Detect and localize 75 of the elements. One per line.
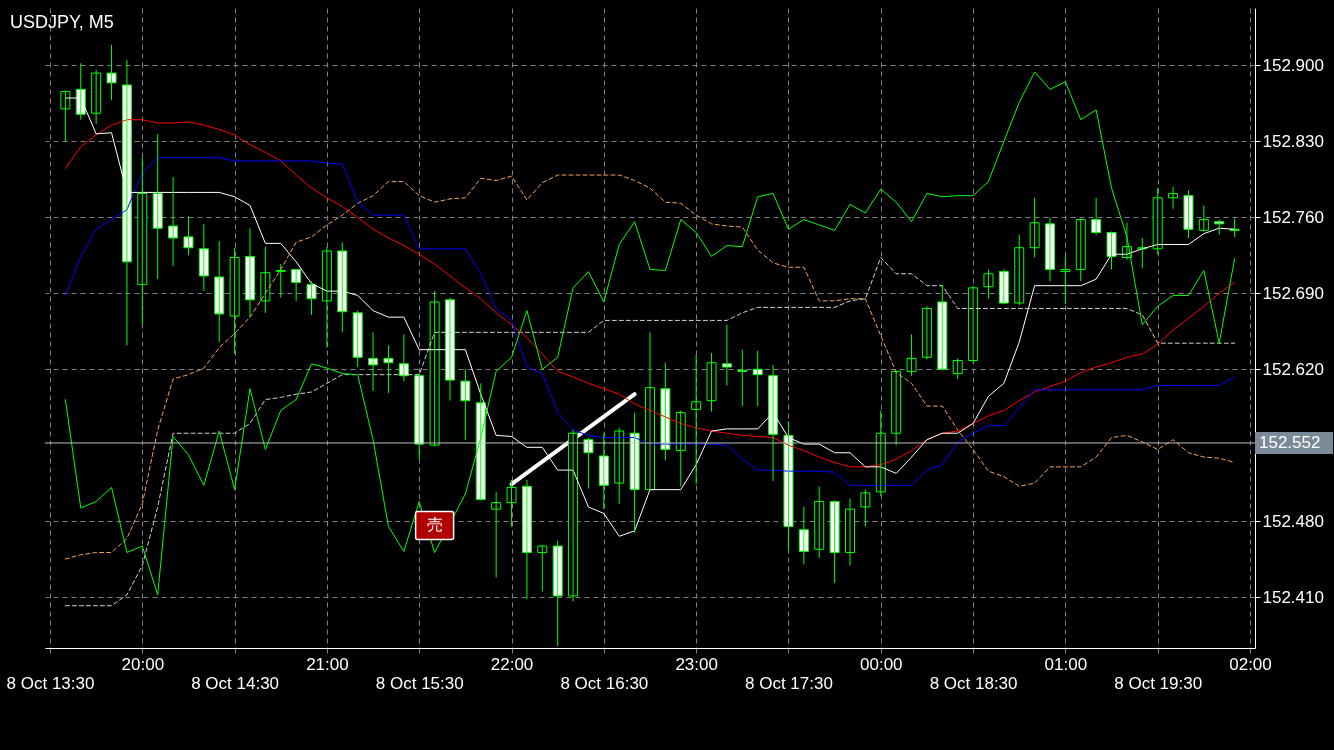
candlestick <box>429 290 440 447</box>
candlestick <box>983 268 994 300</box>
candlestick <box>383 344 394 394</box>
candlestick <box>937 284 948 371</box>
annotation: 売 <box>426 515 443 535</box>
candlestick <box>1091 197 1102 236</box>
candlestick <box>1214 219 1225 236</box>
candlestick <box>660 362 671 461</box>
y-tick-label: 152.760 <box>1262 207 1324 227</box>
candlestick <box>275 263 286 299</box>
x-tick-label: 8 Oct 19:30 <box>1114 673 1203 693</box>
chart-title: USDJPY, M5 <box>10 12 114 32</box>
y-tick-label: 152.900 <box>1262 55 1324 75</box>
candlestick <box>829 499 840 584</box>
candlestick <box>137 157 148 326</box>
candlestick <box>60 89 71 142</box>
candlestick <box>1183 189 1194 239</box>
x2-tick-label: 00:00 <box>860 654 903 674</box>
candlestick <box>1060 255 1071 305</box>
candlestick <box>106 44 117 101</box>
candlestick <box>721 324 732 386</box>
line-series <box>64 174 1236 560</box>
candlestick <box>91 69 102 125</box>
line-series <box>64 119 1236 468</box>
candlestick <box>860 489 871 528</box>
line-series <box>64 256 1236 607</box>
x-tick-label: 8 Oct 16:30 <box>560 673 649 693</box>
x2-tick-label: 20:00 <box>121 654 165 674</box>
candlestick <box>352 310 363 368</box>
candlestick <box>306 280 317 316</box>
x-tick-label: 8 Oct 18:30 <box>929 673 1018 693</box>
x-tick-label: 8 Oct 15:30 <box>375 673 464 693</box>
candlestick <box>906 334 917 377</box>
x-tick-label: 8 Oct 13:30 <box>6 673 95 693</box>
x2-tick-label: 23:00 <box>675 654 718 674</box>
x2-tick-label: 21:00 <box>306 654 349 674</box>
candlestick <box>1029 197 1040 258</box>
x2-tick-label: 22:00 <box>490 654 534 674</box>
candlestick <box>1075 217 1086 282</box>
ref-line-label: 152.552 <box>1259 432 1321 452</box>
candlestick <box>152 133 163 280</box>
candlestick <box>1014 234 1025 306</box>
candlestick <box>814 485 825 559</box>
candlestick <box>952 357 963 380</box>
candlestick <box>260 246 271 314</box>
candlestick <box>737 349 748 407</box>
candlestick <box>460 368 471 441</box>
candlestick <box>537 544 548 593</box>
candlestick <box>1106 230 1117 270</box>
line-series <box>64 71 1236 596</box>
candlestick <box>629 412 640 534</box>
candlestick <box>691 354 702 485</box>
line-series <box>64 157 1236 486</box>
x2-tick-label: 01:00 <box>1044 654 1088 674</box>
y-tick-label: 152.410 <box>1262 587 1324 607</box>
y-tick-label: 152.690 <box>1262 283 1324 303</box>
y-tick-label: 152.480 <box>1262 511 1324 531</box>
y-tick-label: 152.830 <box>1262 131 1324 151</box>
candlestick <box>552 540 563 647</box>
x-tick-label: 8 Oct 14:30 <box>191 673 280 693</box>
y-tick-label: 152.620 <box>1262 359 1324 379</box>
x2-tick-label: 02:00 <box>1229 654 1272 674</box>
candlestick <box>229 247 240 355</box>
candlestick <box>214 240 225 343</box>
candlestick <box>798 506 809 565</box>
candlestick <box>998 268 1009 305</box>
candlestick <box>506 479 517 528</box>
x-tick-label: 8 Oct 17:30 <box>745 673 833 693</box>
candlestick <box>491 491 502 578</box>
candlestick <box>598 432 609 510</box>
candlestick <box>183 215 194 256</box>
candlestick <box>1198 204 1209 232</box>
candlestick <box>291 268 302 302</box>
candlestick <box>198 223 209 292</box>
candlestick <box>706 352 717 413</box>
